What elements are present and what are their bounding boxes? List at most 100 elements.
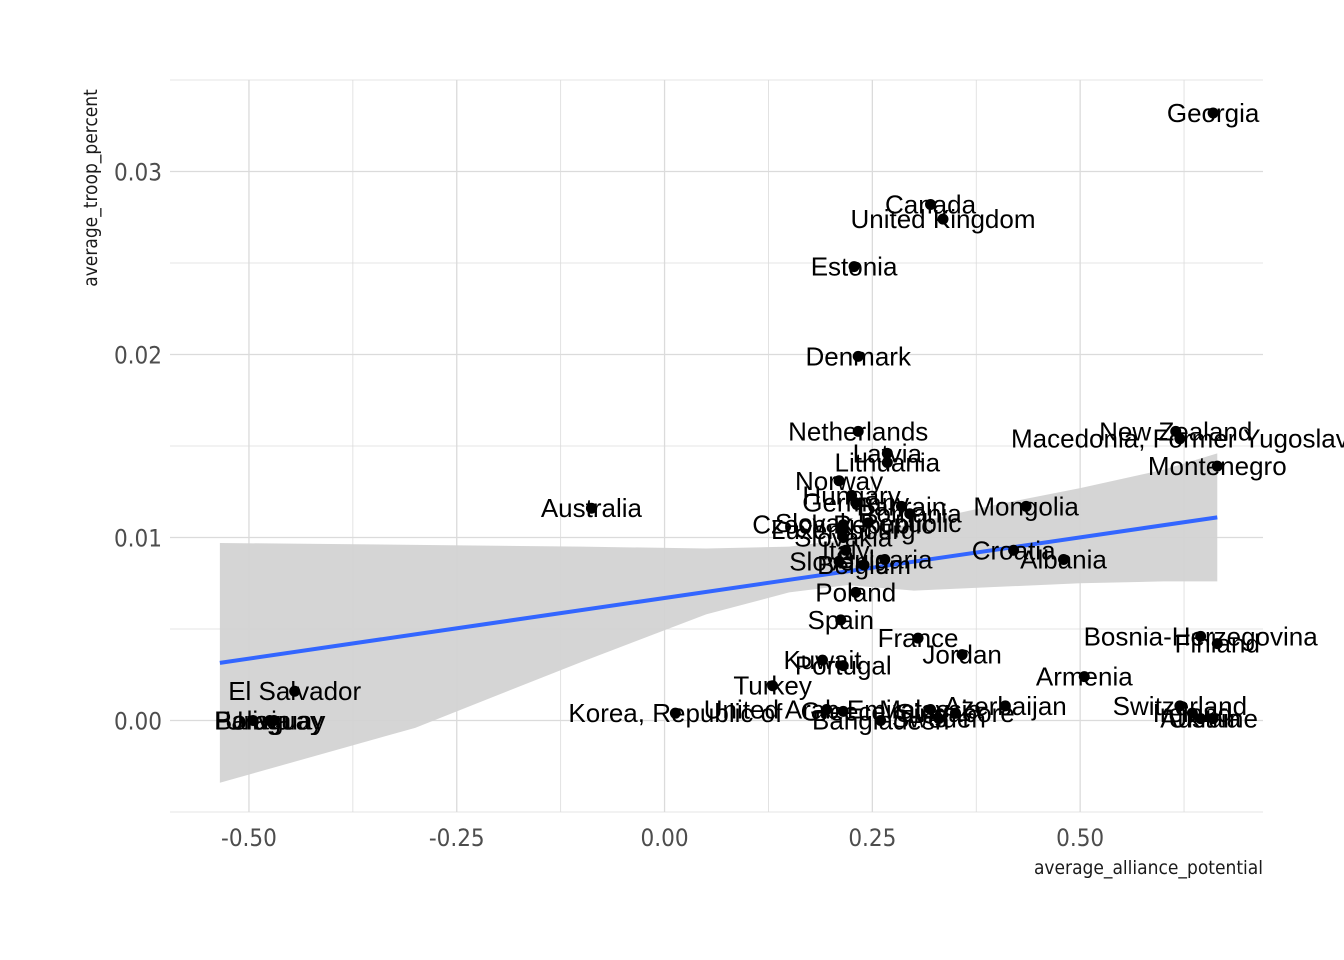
- point-label: Bosnia-Herzegovina: [1084, 621, 1319, 651]
- point-label: Slovenia: [789, 546, 889, 576]
- data-point: [837, 660, 849, 672]
- point-label: Paraguay: [214, 706, 325, 736]
- point-label: Slovakia: [794, 523, 893, 553]
- data-point: [816, 654, 828, 666]
- data-point: [862, 517, 874, 529]
- data-point: [949, 707, 961, 719]
- data-point: [881, 447, 893, 459]
- fit-line-layer: [219, 515, 1218, 665]
- data-point: [1195, 713, 1207, 725]
- point-label: Uruguay: [225, 706, 323, 736]
- x-tick-label: -0.50: [221, 824, 277, 852]
- x-axis-ticks: -0.50 -0.25 0.00 0.25 0.50: [221, 824, 1104, 852]
- data-point: [264, 715, 276, 726]
- x-tick-label: 0.50: [1056, 824, 1104, 852]
- data-point: [837, 705, 849, 717]
- point-label: Greece: [801, 696, 886, 726]
- points-layer: [247, 107, 1223, 726]
- data-point: [1186, 707, 1198, 719]
- point-label: Bahrain: [857, 491, 947, 521]
- point-label: Czech Republic: [752, 510, 934, 540]
- point-label: United Arab Emirates: [704, 695, 950, 725]
- point-label: France: [878, 623, 959, 653]
- data-point: [669, 707, 681, 719]
- point-label: Canada: [885, 189, 977, 219]
- point-label: Albania: [1020, 544, 1107, 574]
- data-point: [852, 350, 864, 362]
- point-label: Luxembourg: [771, 515, 916, 545]
- data-point: [833, 555, 845, 567]
- data-point: [585, 502, 597, 514]
- data-point: [895, 500, 907, 512]
- point-label: Poland: [815, 577, 896, 607]
- major-grid: [170, 80, 1263, 812]
- point-label: Croatia: [972, 535, 1056, 565]
- point-label: Mongolia: [973, 491, 1079, 521]
- fit-line: [219, 515, 1218, 665]
- point-label: Ireland: [1153, 698, 1233, 728]
- x-axis-title: average_alliance_potential: [1034, 857, 1263, 879]
- point-label: Armenia: [1036, 662, 1133, 692]
- data-point: [933, 713, 945, 725]
- x-tick-label: 0.25: [848, 824, 896, 852]
- point-label: Norway: [795, 466, 883, 496]
- data-point: [904, 508, 916, 520]
- point-label: El Salvador: [228, 676, 361, 706]
- data-point: [912, 632, 924, 644]
- point-label: United Kingdom: [850, 204, 1035, 234]
- point-label: Romania: [858, 499, 963, 529]
- data-point: [875, 715, 887, 726]
- data-point: [767, 680, 779, 692]
- point-label: Malaysia: [879, 695, 982, 725]
- data-point: [1207, 713, 1219, 725]
- data-point: [247, 715, 259, 726]
- data-point: [850, 586, 862, 598]
- data-point: [999, 700, 1011, 712]
- point-label: Bangladesh: [812, 706, 949, 736]
- confidence-band: [219, 453, 1218, 783]
- data-point: [840, 544, 852, 556]
- data-point: [1020, 500, 1032, 512]
- data-point: [1211, 638, 1223, 650]
- point-label: Spain: [808, 605, 875, 635]
- data-point: [956, 649, 968, 661]
- data-point: [1078, 671, 1090, 683]
- point-label: Austria: [1160, 704, 1241, 734]
- data-point: [835, 614, 847, 626]
- data-point: [925, 198, 937, 210]
- point-label: Lithuania: [835, 447, 941, 477]
- data-point: [879, 553, 891, 565]
- point-label: Bolivia: [215, 706, 292, 736]
- point-label: Italy: [822, 535, 870, 565]
- point-label: Belgium: [817, 550, 911, 580]
- point-label: Slovak Republic: [775, 508, 961, 538]
- data-point: [925, 704, 937, 716]
- data-point: [848, 261, 860, 273]
- point-label: Netherlands: [788, 416, 928, 446]
- point-label: Jordan: [922, 640, 1002, 670]
- y-axis-title: average_troop_percent: [80, 89, 102, 287]
- point-label: Switzerland: [1113, 691, 1247, 721]
- data-point: [1174, 700, 1186, 712]
- point-label: Turkey: [733, 671, 812, 701]
- point-label: Bulgaria: [837, 544, 933, 574]
- data-point: [852, 425, 864, 437]
- y-tick-label: 0.00: [114, 708, 162, 736]
- data-point: [1207, 107, 1219, 119]
- point-label: New Zealand: [1099, 416, 1252, 446]
- point-label: Kuwait: [783, 645, 862, 675]
- data-point: [837, 532, 849, 543]
- y-tick-label: 0.01: [114, 525, 162, 553]
- point-label: Ukraine: [1168, 704, 1258, 734]
- data-point: [1058, 553, 1070, 565]
- data-point: [833, 475, 845, 487]
- y-tick-label: 0.03: [114, 159, 162, 187]
- point-label: Germany: [802, 488, 909, 518]
- point-label: Korea, Republic of: [568, 698, 783, 728]
- point-label: Latvia: [853, 438, 923, 468]
- point-label: Georgia: [1167, 98, 1260, 128]
- x-tick-label: -0.25: [429, 824, 485, 852]
- data-point: [1211, 460, 1223, 472]
- data-point: [881, 456, 893, 468]
- point-label: Denmark: [805, 341, 911, 371]
